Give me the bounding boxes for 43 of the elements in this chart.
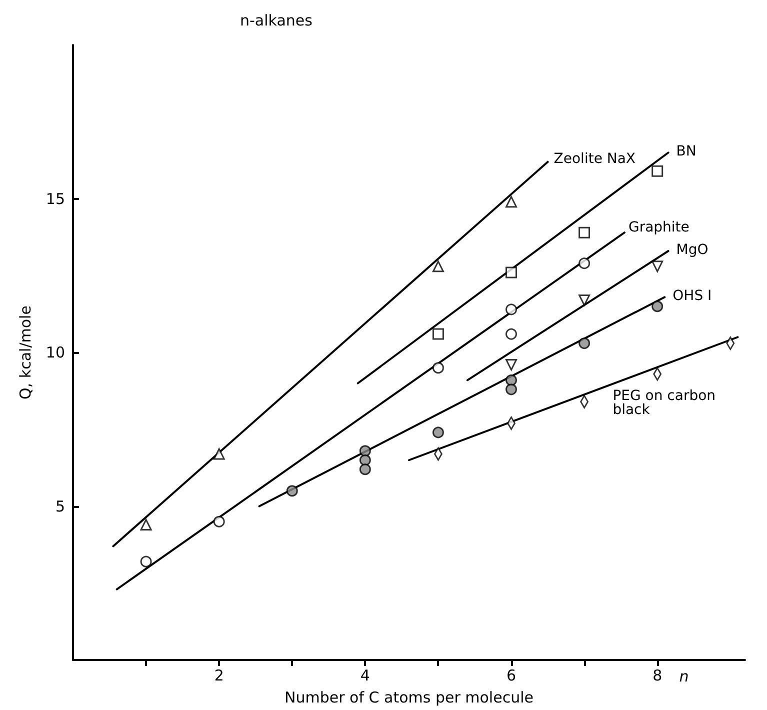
point [140, 556, 152, 568]
point [359, 454, 371, 466]
point [578, 338, 590, 350]
point [506, 304, 518, 316]
y-tick-label: 10 [46, 344, 65, 362]
chart-title: n-alkanes [240, 12, 313, 30]
series-label: Graphite [628, 220, 690, 236]
point [652, 300, 664, 312]
point [506, 196, 518, 208]
point [359, 464, 371, 476]
point [213, 448, 225, 460]
point [506, 266, 518, 278]
point [432, 328, 444, 340]
series-label: MgO [676, 242, 708, 258]
x-tick-label: 2 [214, 666, 224, 684]
y-axis-title: Q, kcal/mole [16, 306, 34, 400]
point [432, 260, 444, 272]
point [432, 426, 444, 438]
x-tick-label: 8 [652, 666, 662, 684]
series-label: PEG on carbon black [612, 388, 720, 418]
point [506, 359, 518, 371]
x-tick-label: 4 [360, 666, 370, 684]
point [506, 384, 518, 396]
x-tick-label: 6 [506, 666, 516, 684]
text: n [679, 668, 689, 686]
y-tick-label: 15 [46, 190, 65, 208]
point [578, 226, 590, 238]
point [213, 516, 225, 528]
point [432, 362, 444, 374]
point [506, 374, 518, 386]
point [359, 445, 371, 457]
point [578, 258, 590, 270]
series-label: OHS I [672, 288, 712, 304]
point [578, 294, 590, 306]
point [652, 165, 664, 177]
point [652, 260, 664, 272]
point [506, 328, 518, 340]
y-tick-label: 5 [55, 497, 65, 516]
x-axis-title: Number of C atoms per molecule [284, 688, 534, 706]
point [286, 485, 298, 497]
point [140, 518, 152, 530]
series-label: BN [676, 144, 696, 160]
series-label: Zeolite NaX [554, 150, 636, 167]
